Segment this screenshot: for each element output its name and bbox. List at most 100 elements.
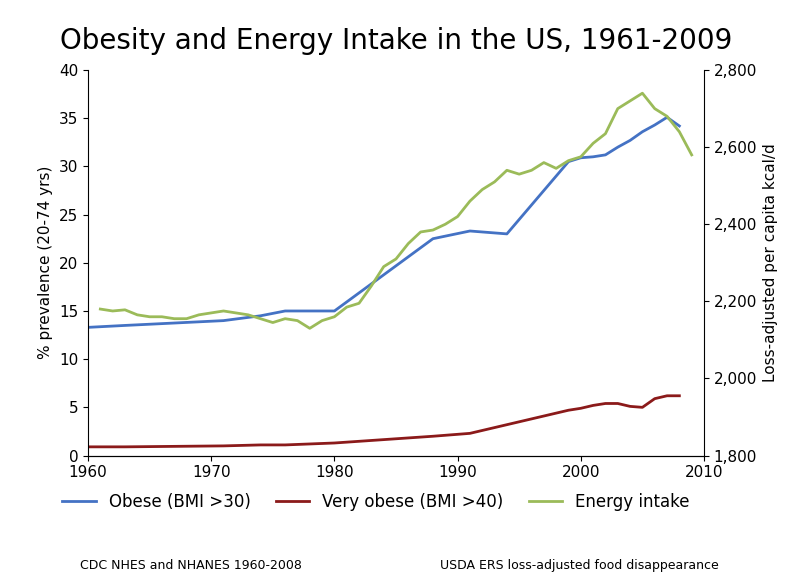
Very obese (BMI >40): [170, 443, 179, 450]
Obese (BMI >30): [564, 158, 574, 165]
Energy intake: [182, 315, 191, 322]
Energy intake: [231, 310, 241, 317]
Obese (BMI >30): [490, 230, 499, 237]
Very obese (BMI >40): [551, 409, 561, 416]
Energy intake: [330, 313, 339, 320]
Obese (BMI >30): [514, 216, 524, 223]
Energy intake: [108, 308, 118, 315]
Very obese (BMI >40): [453, 431, 462, 438]
Energy intake: [551, 165, 561, 172]
Obese (BMI >30): [108, 322, 118, 329]
Energy intake: [626, 98, 635, 105]
Obese (BMI >30): [170, 319, 179, 326]
Obese (BMI >30): [428, 235, 438, 242]
Energy intake: [490, 178, 499, 185]
Energy intake: [318, 317, 327, 324]
Very obese (BMI >40): [674, 392, 684, 399]
Obese (BMI >30): [526, 201, 536, 208]
Very obese (BMI >40): [95, 443, 105, 450]
Very obese (BMI >40): [526, 415, 536, 422]
Very obese (BMI >40): [626, 403, 635, 410]
Very obese (BMI >40): [206, 443, 216, 450]
Obese (BMI >30): [576, 154, 586, 161]
Text: USDA ERS loss-adjusted food disappearance: USDA ERS loss-adjusted food disappearanc…: [440, 559, 718, 572]
Very obese (BMI >40): [342, 439, 351, 446]
Very obese (BMI >40): [539, 412, 549, 419]
Energy intake: [588, 140, 598, 147]
Very obese (BMI >40): [83, 443, 93, 450]
Obese (BMI >30): [182, 319, 191, 326]
Very obese (BMI >40): [330, 440, 339, 447]
Obese (BMI >30): [231, 315, 241, 322]
Very obese (BMI >40): [564, 406, 574, 413]
Energy intake: [95, 305, 105, 312]
Energy intake: [268, 319, 278, 326]
Line: Energy intake: Energy intake: [100, 93, 692, 328]
Energy intake: [145, 313, 154, 320]
Obese (BMI >30): [465, 228, 474, 235]
Energy intake: [601, 130, 610, 137]
Very obese (BMI >40): [391, 435, 401, 442]
Energy intake: [564, 157, 574, 164]
Energy intake: [120, 307, 130, 314]
Line: Obese (BMI >30): Obese (BMI >30): [88, 117, 679, 328]
Very obese (BMI >40): [601, 400, 610, 407]
Y-axis label: % prevalence (20-74 yrs): % prevalence (20-74 yrs): [38, 166, 54, 360]
Very obese (BMI >40): [256, 442, 266, 449]
Very obese (BMI >40): [293, 441, 302, 448]
Very obese (BMI >40): [416, 433, 426, 440]
Energy intake: [403, 240, 413, 247]
Energy intake: [243, 311, 253, 318]
Obese (BMI >30): [83, 324, 93, 331]
Obese (BMI >30): [293, 308, 302, 315]
Very obese (BMI >40): [354, 438, 364, 445]
Very obese (BMI >40): [379, 436, 389, 443]
Very obese (BMI >40): [108, 443, 118, 450]
Obese (BMI >30): [120, 322, 130, 329]
Very obese (BMI >40): [588, 402, 598, 409]
Energy intake: [650, 105, 659, 112]
Obese (BMI >30): [145, 321, 154, 328]
Obese (BMI >30): [391, 262, 401, 269]
Energy intake: [342, 304, 351, 311]
Obese (BMI >30): [305, 308, 314, 315]
Obese (BMI >30): [674, 123, 684, 130]
Very obese (BMI >40): [280, 442, 290, 449]
Obese (BMI >30): [588, 154, 598, 161]
Obese (BMI >30): [626, 137, 635, 144]
Obese (BMI >30): [342, 298, 351, 305]
Obese (BMI >30): [613, 144, 622, 151]
Very obese (BMI >40): [268, 442, 278, 449]
Very obese (BMI >40): [231, 442, 241, 449]
Very obese (BMI >40): [490, 424, 499, 431]
Very obese (BMI >40): [145, 443, 154, 450]
Very obese (BMI >40): [478, 427, 487, 434]
Energy intake: [416, 228, 426, 235]
Energy intake: [379, 263, 389, 270]
Energy intake: [280, 315, 290, 322]
Obese (BMI >30): [330, 308, 339, 315]
Energy intake: [478, 186, 487, 193]
Very obese (BMI >40): [576, 405, 586, 412]
Energy intake: [638, 90, 647, 97]
Text: CDC NHES and NHANES 1960-2008: CDC NHES and NHANES 1960-2008: [80, 559, 302, 572]
Obese (BMI >30): [95, 323, 105, 330]
Obese (BMI >30): [539, 187, 549, 194]
Obese (BMI >30): [354, 290, 364, 297]
Energy intake: [391, 255, 401, 262]
Very obese (BMI >40): [403, 434, 413, 442]
Very obese (BMI >40): [133, 443, 142, 450]
Energy intake: [502, 167, 512, 174]
Energy intake: [157, 313, 166, 320]
Very obese (BMI >40): [157, 443, 166, 450]
Obese (BMI >30): [650, 121, 659, 128]
Obese (BMI >30): [453, 230, 462, 237]
Energy intake: [465, 197, 474, 204]
Very obese (BMI >40): [218, 443, 228, 450]
Energy intake: [293, 317, 302, 324]
Very obese (BMI >40): [514, 418, 524, 425]
Obese (BMI >30): [366, 280, 376, 287]
Very obese (BMI >40): [613, 400, 622, 407]
Energy intake: [194, 311, 204, 318]
Energy intake: [662, 113, 672, 120]
